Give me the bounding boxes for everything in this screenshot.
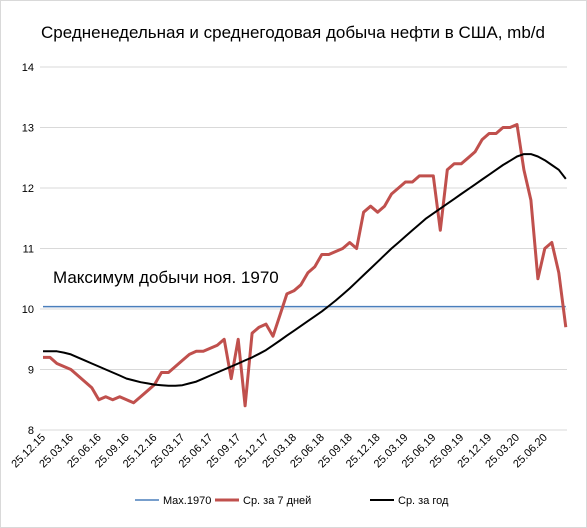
y-tick-label: 13: [22, 123, 34, 135]
y-tick-label: 10: [22, 304, 34, 316]
y-tick-label: 8: [28, 425, 34, 437]
y-tick-label: 9: [28, 365, 34, 377]
legend-label: Ср. за год: [398, 495, 449, 507]
series-line: [43, 123, 568, 408]
annotation: Максимум добычи ноя. 1970: [53, 268, 279, 287]
legend-label: Ср. за 7 дней: [243, 495, 311, 507]
series-line: [43, 153, 567, 387]
legend-label: Max.1970: [163, 495, 211, 507]
y-tick-label: 12: [22, 183, 34, 195]
y-tick-label: 14: [22, 62, 34, 74]
chart-title: Средненедельная и среднегодовая добыча н…: [41, 23, 545, 42]
y-tick-label: 11: [23, 244, 34, 256]
